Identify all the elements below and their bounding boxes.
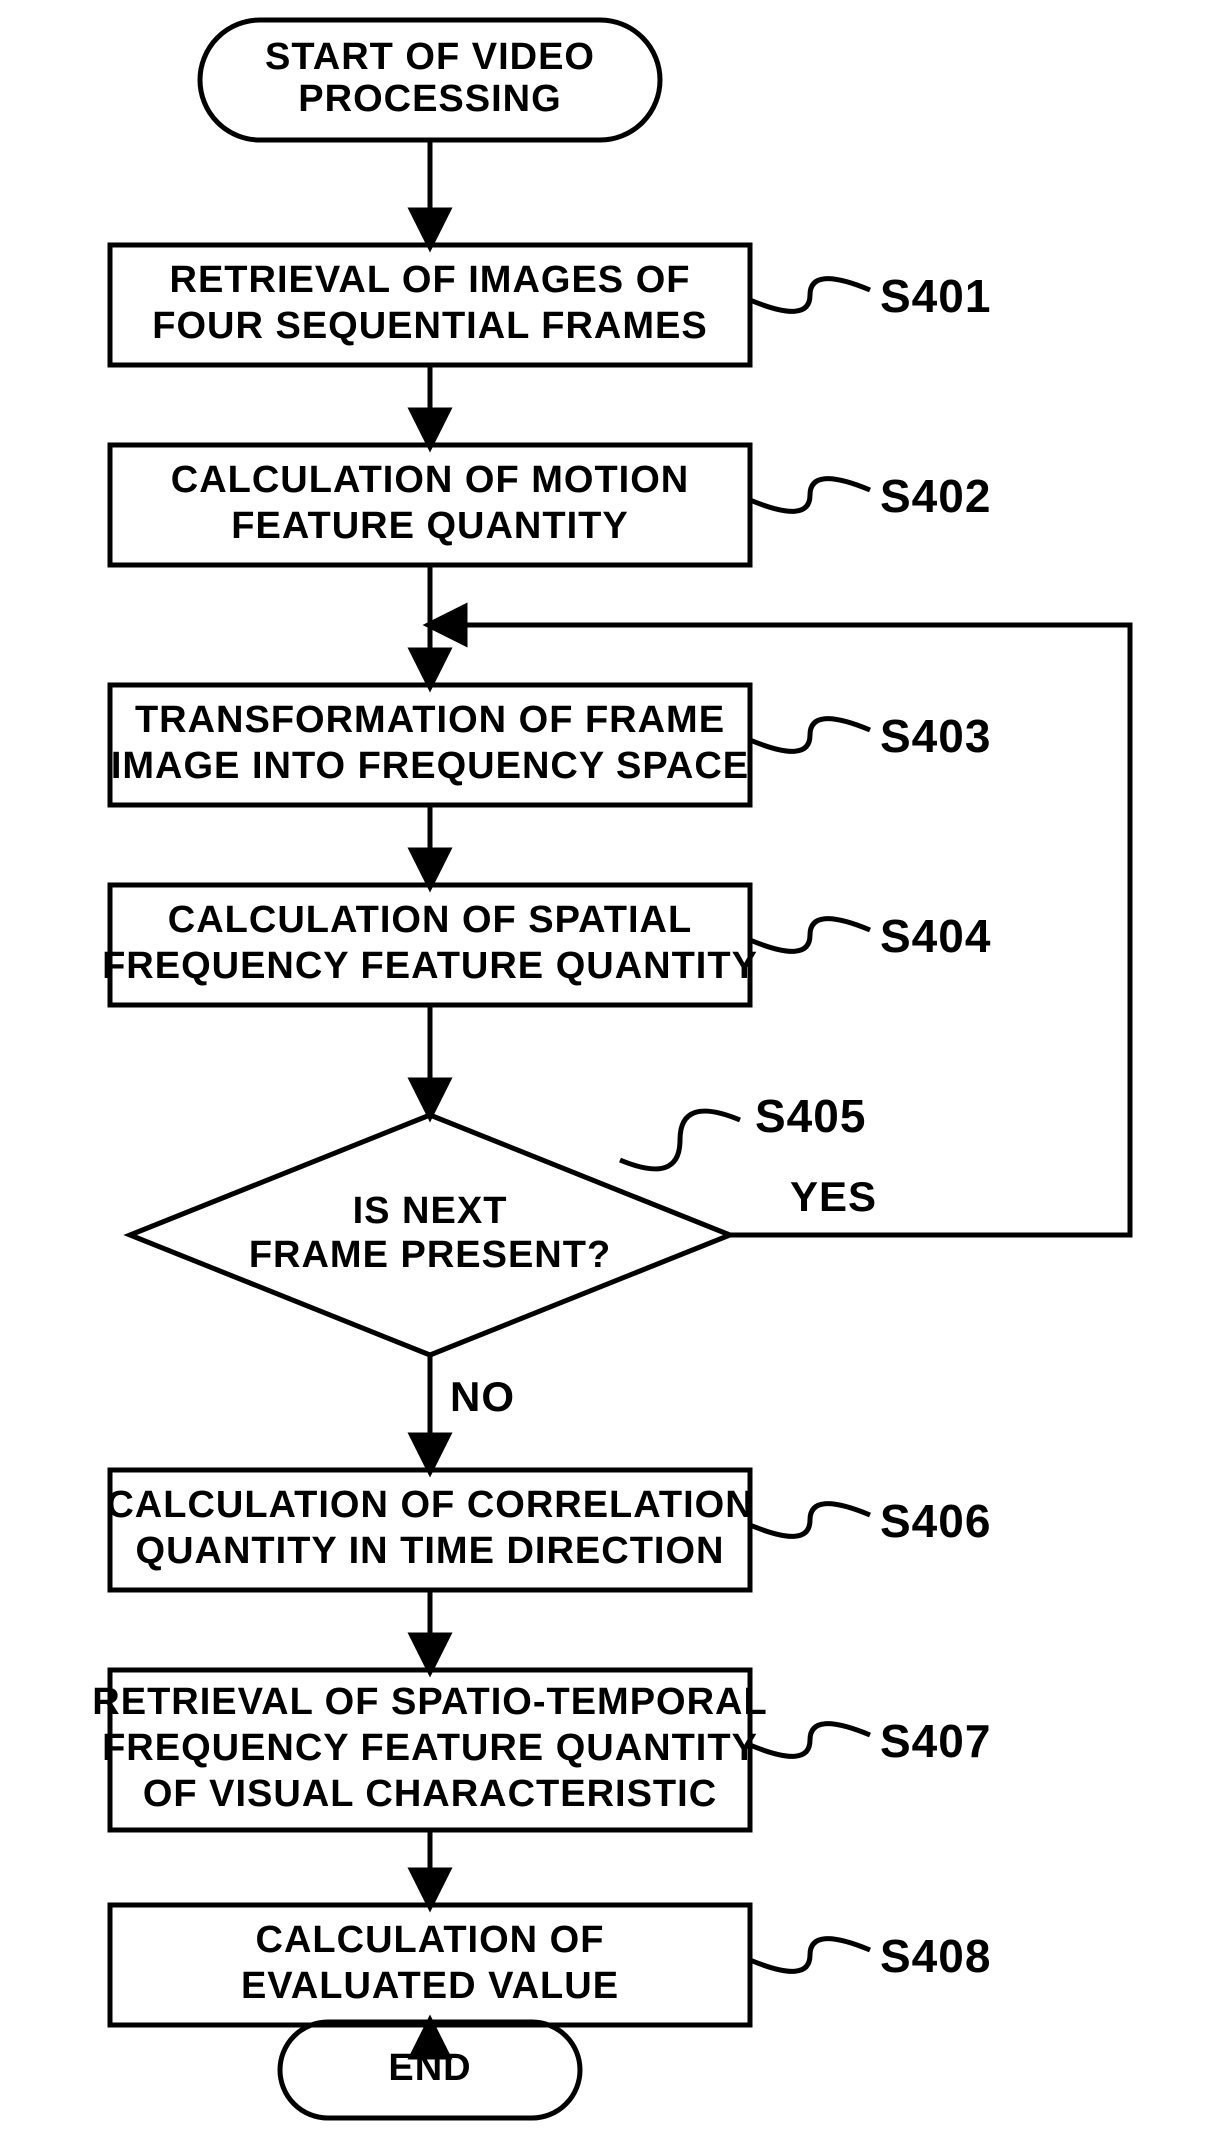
squiggle-1 (750, 479, 870, 512)
decision-text: FRAME PRESENT? (249, 1234, 611, 1276)
step-label-s405: S405 (755, 1090, 866, 1142)
process-text-s407: RETRIEVAL OF SPATIO-TEMPORAL (92, 1681, 767, 1723)
process-text-s403: TRANSFORMATION OF FRAME (135, 699, 725, 741)
step-label-s407: S407 (880, 1715, 991, 1767)
branch-yes: YES (790, 1173, 877, 1220)
step-label-s404: S404 (880, 910, 991, 962)
step-label-s401: S401 (880, 270, 991, 322)
squiggle-2 (750, 719, 870, 752)
process-text-s404: FREQUENCY FEATURE QUANTITY (102, 945, 758, 987)
process-text-s406: CALCULATION OF CORRELATION (106, 1484, 753, 1526)
step-label-s408: S408 (880, 1930, 991, 1982)
process-text-s403: IMAGE INTO FREQUENCY SPACE (111, 745, 749, 787)
process-text-s401: FOUR SEQUENTIAL FRAMES (152, 305, 707, 347)
squiggle-3 (750, 919, 870, 952)
process-text-s404: CALCULATION OF SPATIAL (168, 899, 692, 941)
squiggle-0 (750, 279, 870, 312)
squiggle-4 (620, 1111, 740, 1169)
squiggle-7 (750, 1939, 870, 1972)
process-text-s402: CALCULATION OF MOTION (171, 459, 689, 501)
process-text-s406: QUANTITY IN TIME DIRECTION (136, 1530, 725, 1572)
process-text-s408: EVALUATED VALUE (241, 1965, 619, 2007)
process-text-s408: CALCULATION OF (256, 1919, 605, 1961)
squiggle-6 (750, 1724, 870, 1757)
step-label-s402: S402 (880, 470, 991, 522)
branch-no: NO (450, 1373, 515, 1420)
decision-text: IS NEXT (353, 1190, 508, 1232)
flowchart-canvas: START OF VIDEOPROCESSING END RETRIEVAL OF … (0, 0, 1231, 2148)
process-text-s407: OF VISUAL CHARACTERISTIC (143, 1773, 717, 1815)
terminator-start-text: PROCESSING (298, 78, 561, 120)
step-label-s403: S403 (880, 710, 991, 762)
process-text-s401: RETRIEVAL OF IMAGES OF (170, 259, 691, 301)
step-label-s406: S406 (880, 1495, 991, 1547)
process-text-s402: FEATURE QUANTITY (231, 505, 628, 547)
squiggle-5 (750, 1504, 870, 1537)
terminator-end-text: END (388, 2047, 471, 2089)
process-text-s407: FREQUENCY FEATURE QUANTITY (102, 1727, 758, 1769)
terminator-start-text: START OF VIDEO (265, 36, 595, 78)
